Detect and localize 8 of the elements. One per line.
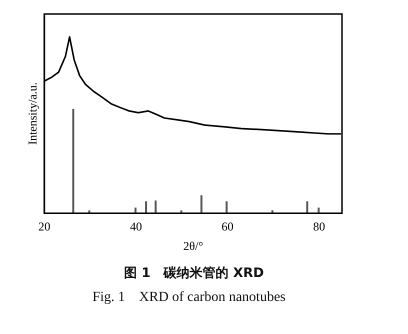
caption: 图 1 碳纳米管的 XRD [123, 265, 265, 283]
y-axis-title: Intensity/a.u. [25, 82, 40, 145]
x-tick-label: 40 [130, 220, 142, 234]
x-tick-label: 80 [313, 220, 326, 234]
x-tick-label: 20 [38, 220, 50, 234]
x-tick-label: 60 [222, 220, 234, 234]
caption: Fig. 1 XRD of carbon nanotubes [91, 289, 287, 307]
x-axis-title: 2θ/° [183, 238, 204, 253]
